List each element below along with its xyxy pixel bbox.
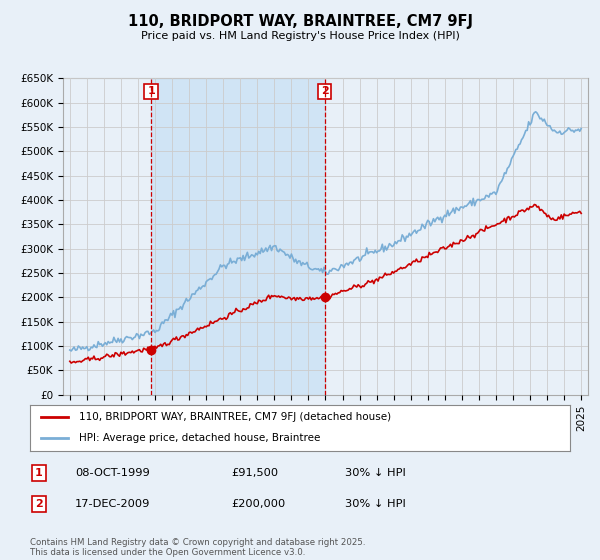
Text: Price paid vs. HM Land Registry's House Price Index (HPI): Price paid vs. HM Land Registry's House … bbox=[140, 31, 460, 41]
Text: 1: 1 bbox=[147, 86, 155, 96]
Text: 30% ↓ HPI: 30% ↓ HPI bbox=[345, 499, 406, 509]
Text: 2: 2 bbox=[35, 499, 43, 509]
Text: £91,500: £91,500 bbox=[231, 468, 278, 478]
Text: 110, BRIDPORT WAY, BRAINTREE, CM7 9FJ (detached house): 110, BRIDPORT WAY, BRAINTREE, CM7 9FJ (d… bbox=[79, 412, 391, 422]
Text: HPI: Average price, detached house, Braintree: HPI: Average price, detached house, Brai… bbox=[79, 433, 320, 444]
Text: 08-OCT-1999: 08-OCT-1999 bbox=[75, 468, 150, 478]
Text: 30% ↓ HPI: 30% ↓ HPI bbox=[345, 468, 406, 478]
Text: £200,000: £200,000 bbox=[231, 499, 285, 509]
Text: 17-DEC-2009: 17-DEC-2009 bbox=[75, 499, 151, 509]
Text: 2: 2 bbox=[321, 86, 329, 96]
Text: 1: 1 bbox=[35, 468, 43, 478]
Text: 110, BRIDPORT WAY, BRAINTREE, CM7 9FJ: 110, BRIDPORT WAY, BRAINTREE, CM7 9FJ bbox=[128, 14, 473, 29]
Text: Contains HM Land Registry data © Crown copyright and database right 2025.
This d: Contains HM Land Registry data © Crown c… bbox=[30, 538, 365, 557]
Bar bbox=[151, 78, 325, 395]
